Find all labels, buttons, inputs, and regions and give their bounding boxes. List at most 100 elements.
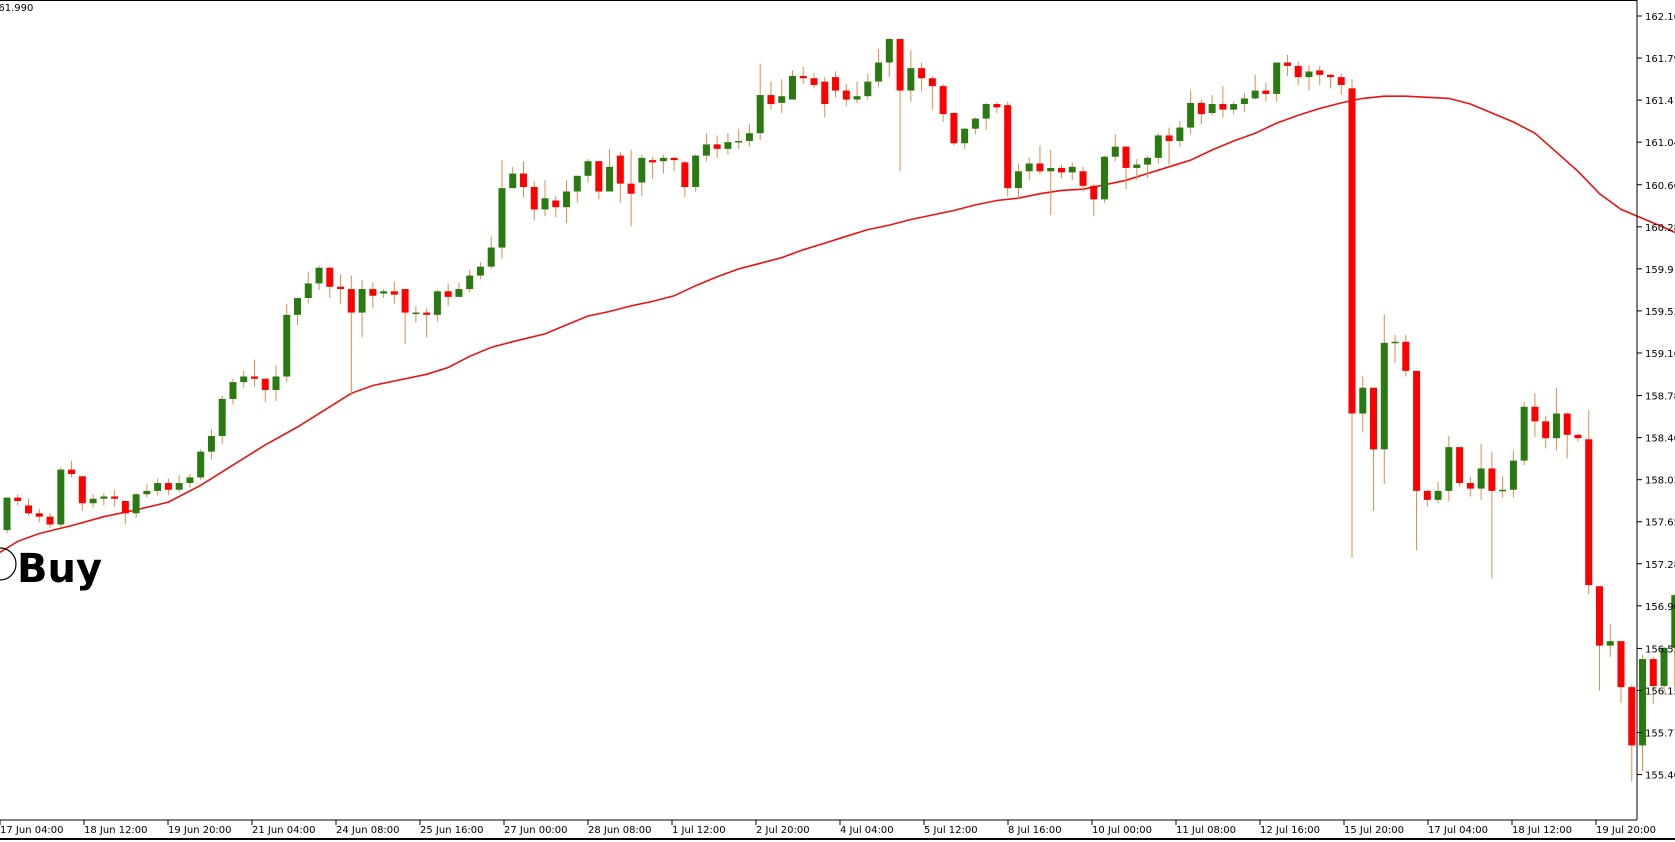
candle [788, 70, 796, 100]
candle [455, 282, 463, 297]
candle-body [1208, 104, 1216, 113]
candle [885, 37, 893, 78]
candle-body [1628, 687, 1636, 746]
candle-body [971, 118, 979, 129]
candle-body [1133, 164, 1141, 168]
candle-body [509, 173, 517, 189]
candle-body [1230, 104, 1238, 110]
y-tick-label: 158.405 [1645, 434, 1675, 445]
candle-body [1359, 387, 1367, 414]
candle [1639, 654, 1647, 772]
candle-body [1068, 166, 1076, 173]
y-tick-label: 160.660 [1645, 181, 1675, 192]
candle-body [315, 267, 323, 284]
candle-body [1488, 468, 1496, 491]
x-tick-label: 17 Jun 04:00 [0, 825, 64, 836]
candle-body [1305, 71, 1313, 78]
candle [337, 274, 345, 304]
candle [164, 478, 172, 496]
candle [1413, 370, 1421, 551]
candle-body [1111, 146, 1119, 157]
candle [304, 272, 312, 304]
y-tick-label: 158.780 [1645, 392, 1675, 403]
candle [1542, 415, 1550, 449]
candle [659, 154, 667, 174]
candle [1219, 86, 1227, 118]
candle [412, 305, 420, 323]
candle [1187, 90, 1195, 135]
candle [1434, 481, 1442, 504]
candle-body [573, 175, 581, 192]
candle-body [412, 312, 420, 315]
candle [1144, 155, 1152, 179]
x-tick-label: 10 Jul 00:00 [1092, 825, 1152, 836]
candle [961, 127, 969, 149]
candle-body [1154, 135, 1162, 158]
candle-body [1144, 157, 1152, 165]
candle-body [1380, 342, 1388, 450]
candle [584, 158, 592, 183]
candle-body [143, 490, 151, 495]
candle [1090, 183, 1098, 217]
candle [272, 365, 280, 402]
candle-body [1434, 490, 1442, 500]
candle [638, 154, 646, 196]
candle-body [928, 78, 936, 87]
candle-body [1542, 421, 1550, 439]
y-tick-label: 160.285 [1645, 223, 1675, 234]
candle [832, 71, 840, 98]
candle [616, 152, 624, 203]
candle [35, 508, 43, 523]
candle [1595, 586, 1603, 691]
candle-body [1617, 641, 1625, 688]
candle-body [907, 68, 915, 91]
candle-body [35, 513, 43, 517]
x-tick-label: 11 Jul 08:00 [1176, 825, 1236, 836]
candle-body [229, 382, 237, 399]
candle-body [1079, 171, 1087, 186]
candle-body [864, 81, 872, 97]
buy-label: Buy [17, 546, 102, 592]
candle [853, 81, 861, 103]
candle-body [1197, 102, 1205, 115]
candle-body [1413, 370, 1421, 491]
candle-body [1423, 490, 1431, 500]
candle-body [1563, 413, 1571, 435]
candle-body [982, 104, 990, 119]
candle-body [519, 173, 527, 188]
candle-body [111, 496, 119, 499]
candle [444, 283, 452, 306]
candle [1326, 73, 1334, 89]
candle [1079, 166, 1087, 192]
candle [950, 111, 958, 146]
candle [1240, 92, 1248, 112]
candle [1101, 155, 1109, 203]
candle-body [627, 183, 635, 194]
candle-body [1671, 595, 1675, 648]
candle [756, 63, 764, 140]
candle-body [1639, 659, 1647, 746]
candle-body [132, 494, 140, 514]
x-tick-label: 12 Jul 16:00 [1260, 825, 1320, 836]
y-tick-label: 159.910 [1645, 265, 1675, 276]
candle-body [530, 187, 538, 210]
candle [993, 101, 1001, 113]
candle-body [89, 498, 97, 504]
candle-body [476, 266, 484, 276]
candle [1370, 387, 1378, 512]
x-tick-label: 21 Jun 04:00 [252, 825, 316, 836]
candle [530, 181, 538, 221]
candle-body [1520, 406, 1528, 461]
candle-body [756, 95, 764, 134]
candle [982, 102, 990, 130]
candle-body [272, 376, 280, 390]
candle [670, 156, 678, 172]
candle [767, 81, 775, 110]
candle-body [1574, 434, 1582, 439]
candle [261, 378, 269, 403]
candle-body [1649, 659, 1657, 686]
candle [1273, 62, 1281, 102]
candle [369, 282, 377, 309]
candle-body [46, 516, 54, 525]
